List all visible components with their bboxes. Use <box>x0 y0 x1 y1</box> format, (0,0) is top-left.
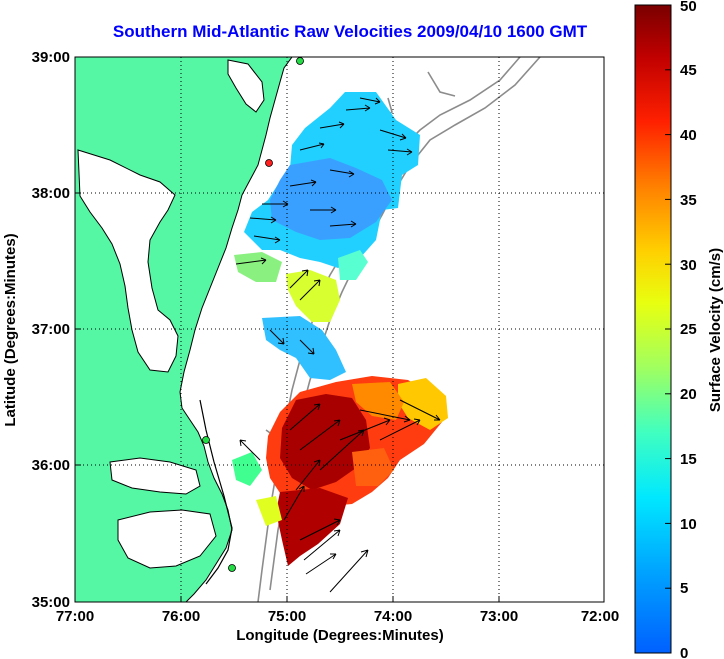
colorbar-tick-label: 30 <box>680 257 697 274</box>
station-marker[interactable] <box>228 564 236 572</box>
chart-title: Southern Mid-Atlantic Raw Velocities 200… <box>112 22 588 41</box>
colorbar-tick-label: 40 <box>680 127 697 144</box>
y-tick-label: 36:00 <box>32 457 70 474</box>
x-tick-label: 76:00 <box>162 608 200 625</box>
colorbar-tick-label: 0 <box>680 645 688 659</box>
colorbar-tick-label: 5 <box>680 580 688 597</box>
delaware-bay <box>227 59 265 113</box>
y-tick-label: 38:00 <box>32 185 70 202</box>
x-tick-label: 75:00 <box>268 608 306 625</box>
colorbar-tick-label: 45 <box>680 62 697 79</box>
colorbar-tick-label: 10 <box>680 516 697 533</box>
colorbar-ticks <box>665 4 671 654</box>
x-tick-label: 74:00 <box>374 608 412 625</box>
colorbar-tick-label: 35 <box>680 192 697 209</box>
station-marker[interactable] <box>265 159 273 167</box>
y-tick-label: 37:00 <box>32 321 70 338</box>
station-marker[interactable] <box>202 436 210 444</box>
x-tick-label: 77:00 <box>56 608 94 625</box>
x-tick-label: 73:00 <box>480 608 518 625</box>
station-marker[interactable] <box>296 57 304 65</box>
pamlico-sound <box>117 509 217 569</box>
colorbar-tick-label: 15 <box>680 451 697 468</box>
colorbar-tick-label: 25 <box>680 321 697 338</box>
outer-banks <box>199 399 233 585</box>
colorbar-tick-label: 20 <box>680 386 697 403</box>
x-tick-label: 72:00 <box>581 608 619 625</box>
y-tick-label: 35:00 <box>32 594 70 611</box>
y-tick-label: 39:00 <box>32 49 70 66</box>
albemarle-sound <box>109 457 201 495</box>
colorbar-tick-label: 50 <box>680 0 697 15</box>
colorbar-label: Surface Velocity (cm/s) <box>707 248 724 412</box>
velocity-arrows <box>235 97 441 593</box>
chesapeake-bay <box>77 149 179 373</box>
tick-marks <box>75 192 500 602</box>
y-axis-label: Latitude (Degrees:Minutes) <box>2 233 19 426</box>
x-axis-label: Longitude (Degrees:Minutes) <box>236 627 444 644</box>
map-grid <box>75 57 604 602</box>
velocity-field <box>232 92 448 566</box>
